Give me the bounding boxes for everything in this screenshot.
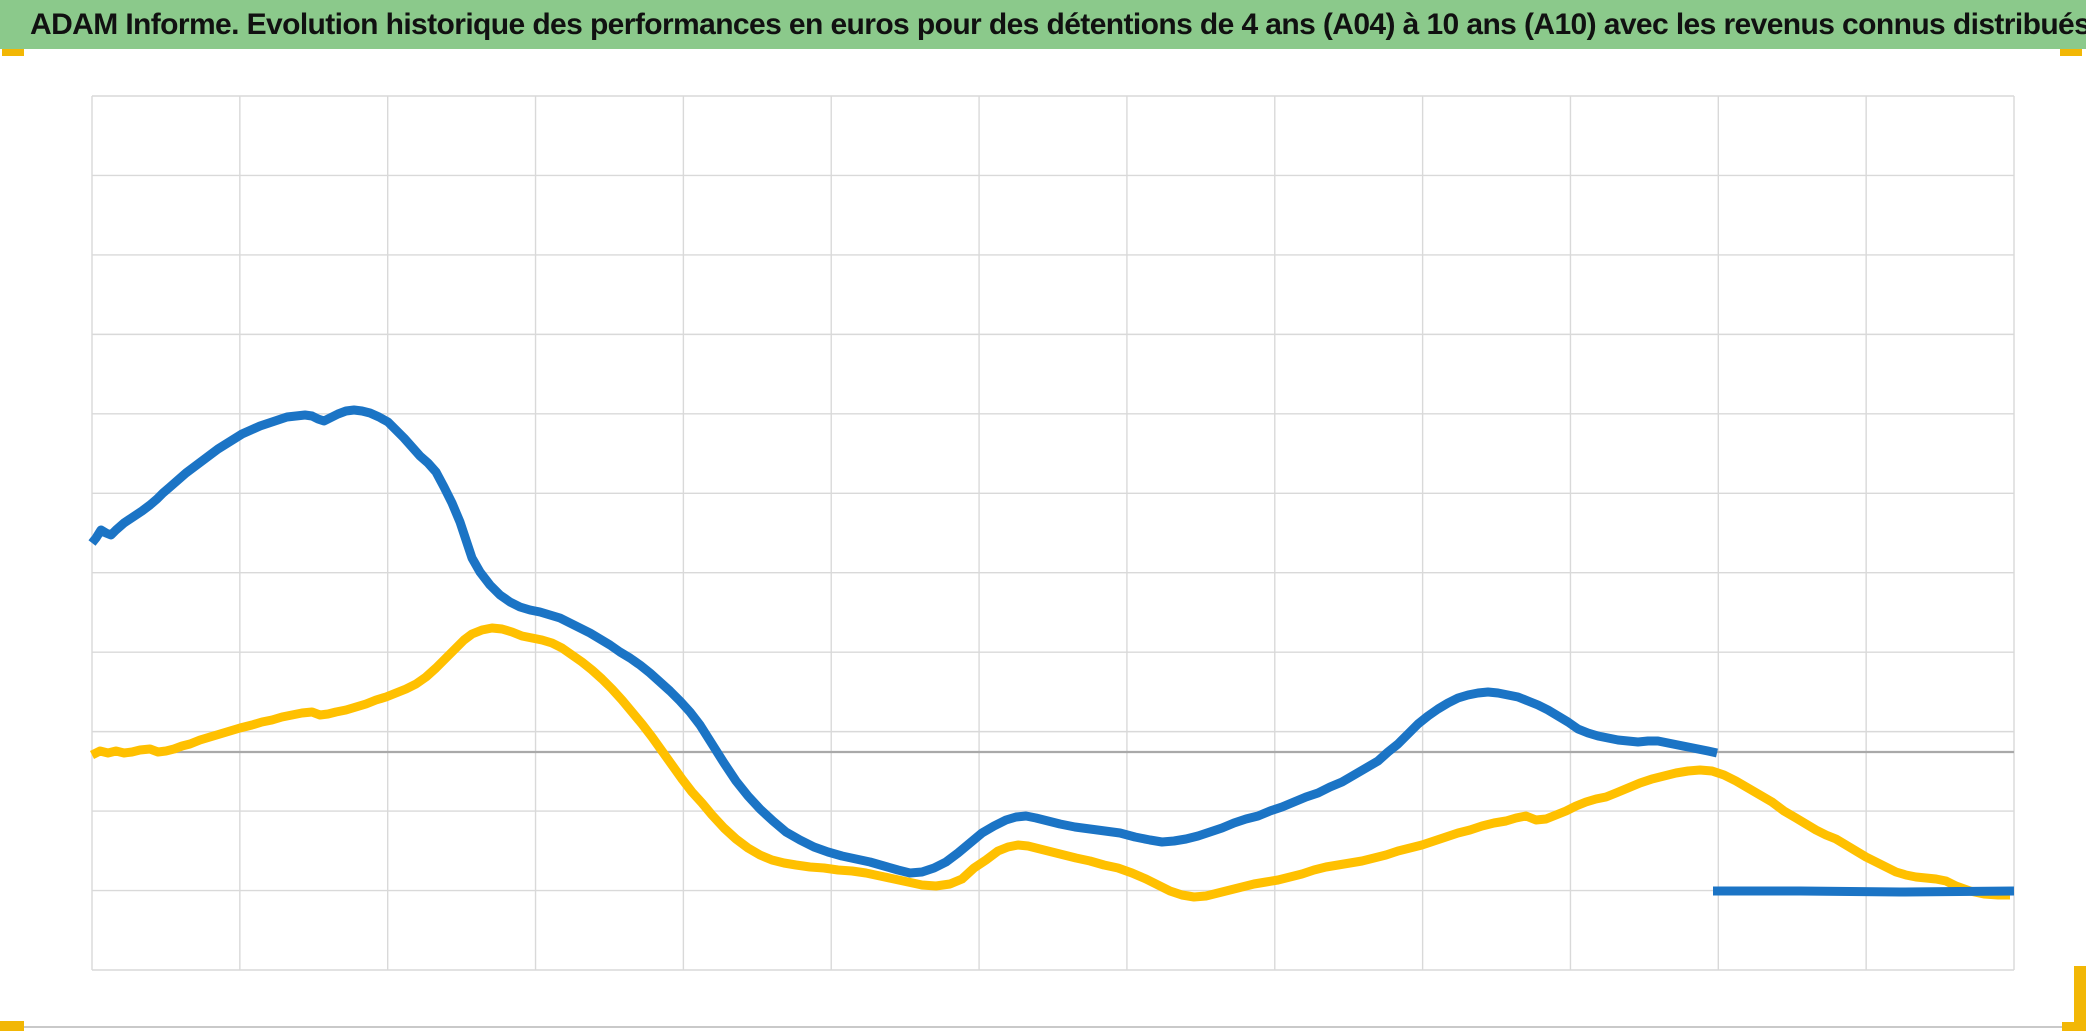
page-title: ADAM Informe. Evolution historique des p… bbox=[30, 7, 2086, 41]
blue-flat-right-segment bbox=[1713, 886, 2015, 897]
corner-mark-top-left bbox=[2, 49, 24, 56]
bottom-divider bbox=[0, 1026, 2086, 1028]
corner-mark-bottom-right-horizontal bbox=[2062, 1022, 2086, 1031]
blue-performance-line bbox=[88, 405, 1718, 878]
corner-mark-bottom-right-vertical bbox=[2074, 966, 2086, 1031]
corner-mark-bottom-left bbox=[0, 1021, 24, 1031]
gold-performance-line bbox=[89, 623, 2010, 902]
corner-mark-top-right bbox=[2060, 49, 2082, 56]
header-bar: ADAM Informe. Evolution historique des p… bbox=[0, 0, 2086, 49]
